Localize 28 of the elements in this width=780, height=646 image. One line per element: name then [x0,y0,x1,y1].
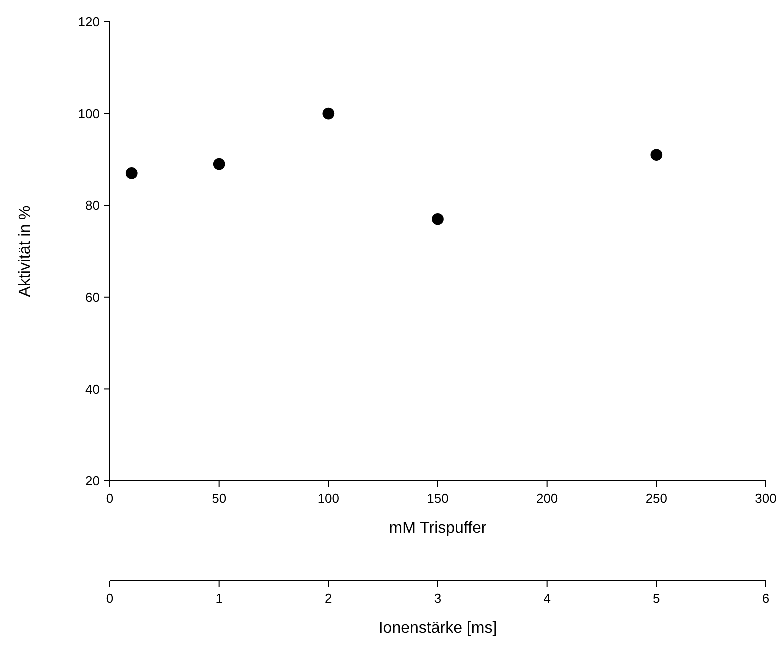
x2-tick-label: 4 [544,591,551,606]
x2-tick-label: 0 [106,591,114,606]
x2-tick-label: 5 [653,591,660,606]
y-tick-label: 120 [78,14,100,30]
point [126,168,138,180]
y-tick-label: 100 [78,106,100,122]
x-tick-label: 0 [106,491,114,506]
y-axis-title: Aktivität in % [17,206,34,298]
y-tick-label: 20 [86,474,100,489]
x-tick-label: 300 [755,491,777,506]
point [432,213,444,226]
x2-tick-label: 2 [325,591,332,606]
x2-axis-title: Ionenstärke [ms] [378,620,498,637]
x2-tick-label: 6 [762,591,770,606]
y-tick-label: 60 [86,290,100,305]
y-tick-label: 80 [86,198,100,214]
x-tick-label: 50 [212,491,227,506]
point [650,149,663,162]
x-tick-label: 100 [318,491,340,506]
point [213,158,226,170]
x-tick-label: 150 [427,491,449,506]
x-tick-label: 200 [536,491,558,506]
x2-tick-label: 3 [434,591,442,606]
x2-tick-label: 1 [216,591,223,606]
x-tick-label: 250 [646,491,668,506]
point [322,108,335,120]
y-tick-label: 40 [86,382,100,397]
x-axis-title: mM Trispuffer [389,520,488,537]
